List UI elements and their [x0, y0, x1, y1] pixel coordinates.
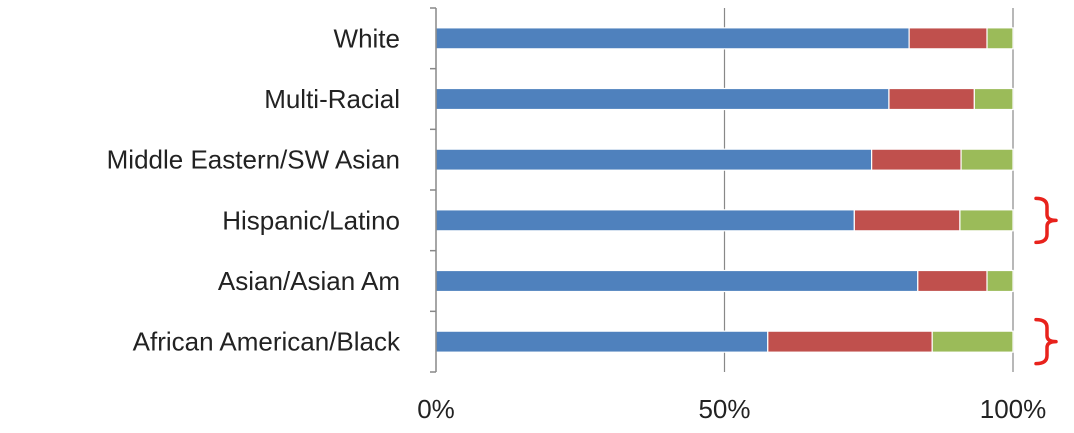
bar-segment [973, 87, 1014, 111]
bar-segment [435, 269, 919, 293]
red-bracket-annotation [1034, 317, 1058, 366]
x-tick-label: 100% [980, 394, 1047, 424]
bar-segment [435, 209, 855, 232]
x-tick-label: 50% [698, 394, 750, 424]
bar-segment [853, 209, 961, 232]
gridlines [723, 8, 1014, 372]
bar-segment [931, 330, 1014, 353]
annotations [1034, 196, 1058, 366]
bar-segment [960, 148, 1014, 171]
x-tick-label: 0% [417, 394, 455, 424]
bar-segment [986, 269, 1014, 293]
bar-segment [888, 87, 975, 111]
bar-segment [435, 87, 890, 111]
category-label: Middle Eastern/SW Asian [107, 145, 400, 175]
bars [435, 27, 1014, 353]
axes [430, 7, 437, 373]
bar-segment [908, 27, 988, 50]
x-tick-labels: 0% 50% 100% [417, 394, 1046, 424]
category-label: Hispanic/Latino [222, 205, 400, 235]
bar-segment [959, 209, 1014, 232]
bar-segment [871, 148, 962, 171]
category-label: White [334, 23, 400, 53]
bar-segment [435, 148, 873, 171]
category-label: Asian/Asian Am [218, 266, 400, 296]
bar-segment [986, 27, 1014, 50]
bar-segment [917, 269, 988, 293]
category-label: African American/Black [133, 327, 401, 357]
bar-segment [435, 27, 910, 50]
bar-segment [767, 330, 933, 353]
category-labels: White Multi-Racial Middle Eastern/SW Asian… [107, 23, 401, 356]
bar-segment [435, 330, 769, 353]
red-bracket-annotation [1034, 196, 1058, 245]
category-label: Multi-Racial [264, 84, 400, 114]
